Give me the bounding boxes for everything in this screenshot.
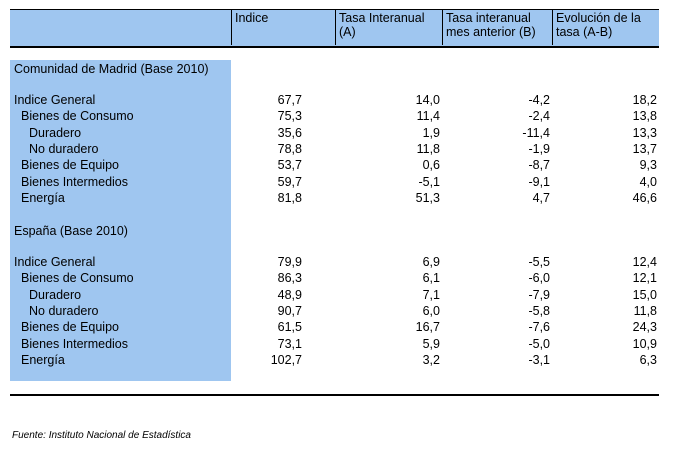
- table-row: Bienes Intermedios 73,1 5,9 -5,0 10,9: [10, 336, 659, 352]
- tasa-interanual-value: 6,1: [422, 271, 440, 286]
- table-row: Energía 81,8 51,3 4,7 46,6: [10, 190, 659, 206]
- row-label: Duradero: [29, 125, 82, 140]
- tasa-mes-anterior-value: -7,6: [528, 320, 550, 335]
- header-evolucion: Evolución de la tasa (A-B): [552, 9, 659, 45]
- tasa-mes-anterior-value: -5,8: [528, 303, 550, 318]
- evolucion-value: 4,0: [639, 174, 657, 189]
- tasa-interanual-value: 3,2: [422, 352, 440, 367]
- tasa-interanual-value: 0,6: [422, 158, 440, 173]
- indice-value: 73,1: [277, 336, 302, 351]
- tasa-interanual-value: 5,9: [422, 336, 440, 351]
- header-blank: [10, 9, 231, 45]
- table-row: No duradero 90,7 6,0 -5,8 11,8: [10, 303, 659, 319]
- indice-value: 67,7: [277, 93, 302, 107]
- tasa-mes-anterior-value: -7,9: [528, 287, 550, 302]
- tasa-interanual-value: 51,3: [415, 190, 440, 205]
- row-label: Energía: [21, 190, 65, 205]
- section-title-madrid: Comunidad de Madrid (Base 2010): [14, 62, 209, 76]
- tasa-mes-anterior-value: -9,1: [528, 174, 550, 189]
- table-row: Bienes de Equipo 61,5 16,7 -7,6 24,3: [10, 319, 659, 335]
- table-row: Indice General 67,7 14,0 -4,2 18,2: [10, 92, 659, 108]
- tasa-mes-anterior-value: -8,7: [528, 158, 550, 173]
- tasa-interanual-value: 14,0: [415, 93, 440, 107]
- evolucion-value: 18,2: [632, 93, 657, 107]
- row-label: No duradero: [29, 141, 99, 156]
- row-label: No duradero: [29, 303, 99, 318]
- table-row: Indice General 79,9 6,9 -5,5 12,4: [10, 254, 659, 270]
- tasa-mes-anterior-value: 4,7: [532, 190, 550, 205]
- indice-value: 59,7: [277, 174, 302, 189]
- table-row: Bienes Intermedios 59,7 -5,1 -9,1 4,0: [10, 174, 659, 190]
- row-label: Indice General: [14, 93, 96, 107]
- row-label: Bienes de Equipo: [21, 158, 119, 173]
- row-label: Indice General: [14, 255, 96, 269]
- tasa-mes-anterior-value: -1,9: [528, 141, 550, 156]
- tasa-interanual-value: 11,4: [416, 109, 440, 124]
- tasa-mes-anterior-value: -4,2: [528, 93, 550, 107]
- bottom-rule: [10, 394, 659, 396]
- tasa-mes-anterior-value: -3,1: [528, 352, 550, 367]
- table-row: Duradero 48,9 7,1 -7,9 15,0: [10, 287, 659, 303]
- tasa-interanual-value: 16,7: [415, 320, 440, 335]
- row-label: Bienes Intermedios: [21, 336, 129, 351]
- tasa-interanual-value: 6,9: [422, 255, 440, 269]
- tasa-interanual-value: -5,1: [418, 174, 440, 189]
- tasa-mes-anterior-value: -5,5: [528, 255, 550, 269]
- indice-value: 35,6: [277, 125, 302, 140]
- indice-value: 61,5: [277, 320, 302, 335]
- row-label: Bienes de Consumo: [21, 109, 134, 124]
- row-label: Bienes de Consumo: [21, 271, 134, 286]
- indice-value: 53,7: [277, 158, 302, 173]
- row-label: Energía: [21, 352, 65, 367]
- row-label: Bienes de Equipo: [21, 320, 119, 335]
- row-label: Duradero: [29, 287, 82, 302]
- row-label: Bienes Intermedios: [21, 174, 129, 189]
- tasa-mes-anterior-value: -2,4: [528, 109, 550, 124]
- header-indice: Indice: [231, 9, 335, 45]
- tasa-interanual-value: 6,0: [422, 303, 440, 318]
- evolucion-value: 13,3: [632, 125, 657, 140]
- table-row: Bienes de Equipo 53,7 0,6 -8,7 9,3: [10, 157, 659, 173]
- indice-value: 79,9: [277, 255, 302, 269]
- label-column-highlight: [10, 60, 231, 381]
- header-tasa-mes-anterior: Tasa interanual mes anterior (B): [442, 9, 552, 45]
- tasa-interanual-value: 11,8: [416, 141, 440, 156]
- tasa-interanual-value: 1,9: [422, 125, 440, 140]
- tasa-mes-anterior-value: -5,0: [528, 336, 550, 351]
- indice-value: 48,9: [277, 287, 302, 302]
- evolucion-value: 15,0: [632, 287, 657, 302]
- table-header: [10, 9, 659, 48]
- header-tasa-interanual: Tasa Interanual (A): [335, 9, 442, 45]
- evolucion-value: 13,8: [632, 109, 657, 124]
- evolucion-value: 10,9: [632, 336, 657, 351]
- evolucion-value: 12,1: [632, 271, 657, 286]
- indice-value: 81,8: [277, 190, 302, 205]
- tasa-mes-anterior-value: -11,4: [522, 125, 550, 140]
- tasa-interanual-value: 7,1: [422, 287, 440, 302]
- indice-value: 86,3: [277, 271, 302, 286]
- table-row: Duradero 35,6 1,9 -11,4 13,3: [10, 125, 659, 141]
- evolucion-value: 9,3: [639, 158, 657, 173]
- evolucion-value: 24,3: [632, 320, 657, 335]
- evolucion-value: 6,3: [639, 352, 657, 367]
- indice-value: 90,7: [277, 303, 302, 318]
- indice-value: 102,7: [270, 352, 302, 367]
- evolucion-value: 12,4: [632, 255, 657, 269]
- tasa-mes-anterior-value: -6,0: [528, 271, 550, 286]
- evolucion-value: 11,8: [633, 303, 657, 318]
- section-title-espana: España (Base 2010): [14, 224, 128, 238]
- evolucion-value: 46,6: [632, 190, 657, 205]
- indice-value: 78,8: [277, 141, 302, 156]
- table-row: Bienes de Consumo 86,3 6,1 -6,0 12,1: [10, 270, 659, 286]
- source-note: Fuente: Instituto Nacional de Estadístic…: [12, 430, 191, 441]
- table-row: Energía 102,7 3,2 -3,1 6,3: [10, 352, 659, 368]
- table-row: Bienes de Consumo 75,3 11,4 -2,4 13,8: [10, 108, 659, 124]
- table-row: No duradero 78,8 11,8 -1,9 13,7: [10, 141, 659, 157]
- indice-value: 75,3: [277, 109, 302, 124]
- evolucion-value: 13,7: [632, 141, 657, 156]
